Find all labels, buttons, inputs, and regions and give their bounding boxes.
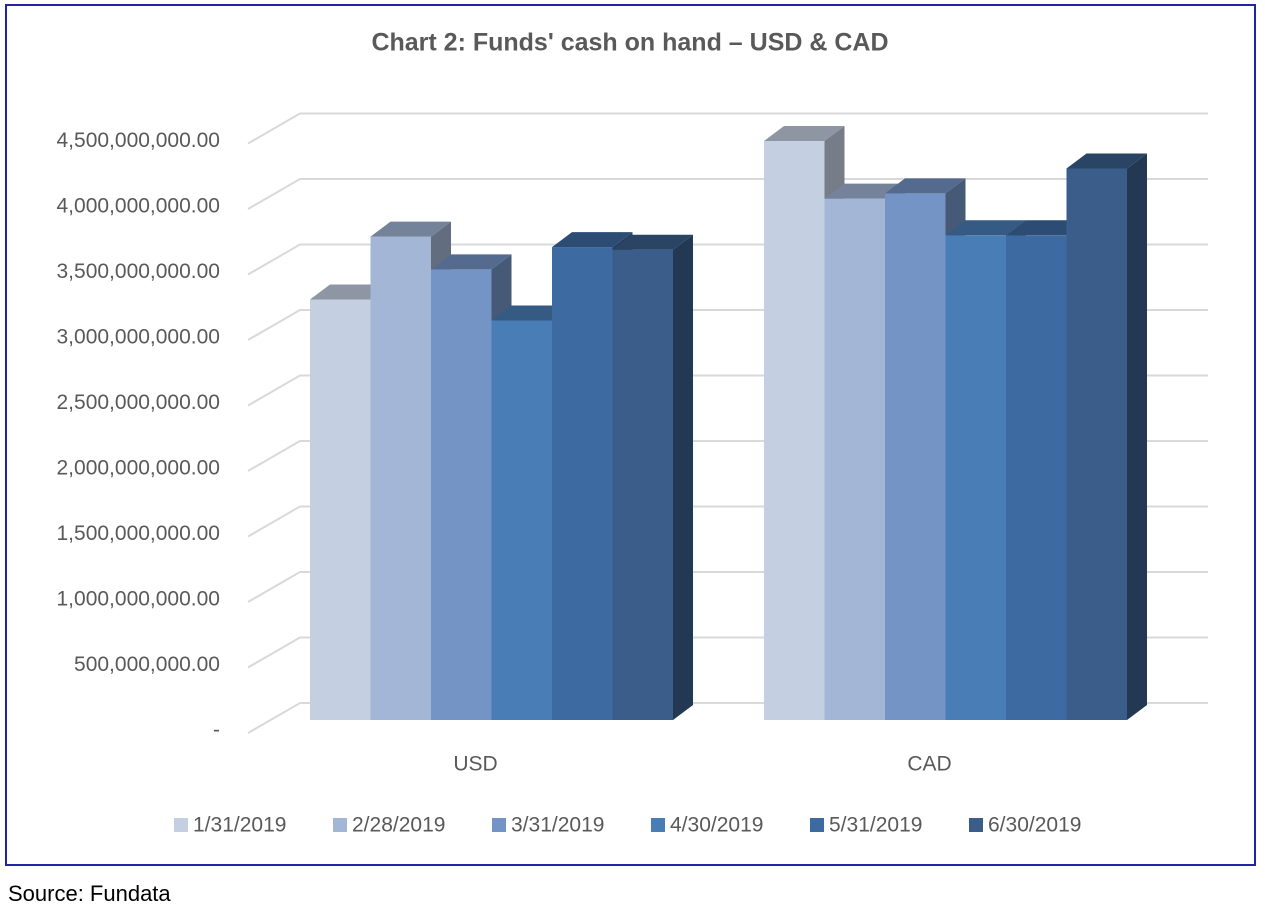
grid-line xyxy=(247,112,1208,145)
bar xyxy=(824,198,885,720)
grid-line xyxy=(247,178,1208,210)
legend-label: 3/31/2019 xyxy=(511,814,604,837)
y-tick-label: 2,500,000,000.00 xyxy=(57,391,221,414)
bar-top xyxy=(370,221,451,237)
bar xyxy=(764,140,825,721)
y-tick-label: 3,000,000,000.00 xyxy=(57,326,221,349)
chart-frame xyxy=(5,4,1256,866)
legend-label: 2/28/2019 xyxy=(352,814,445,837)
chart-title: Chart 2: Funds' cash on hand – USD & CAD xyxy=(371,29,888,57)
bar-top xyxy=(612,234,693,250)
bar-top xyxy=(885,178,966,194)
bar xyxy=(310,299,371,720)
bar-top xyxy=(491,305,572,321)
bar-side xyxy=(673,234,693,720)
bar-side xyxy=(1127,153,1147,721)
bar-top xyxy=(824,183,905,199)
bar-top xyxy=(945,220,1026,236)
bar-top xyxy=(1066,153,1147,169)
bar-top xyxy=(310,284,391,300)
x-tick-label: USD xyxy=(453,753,497,776)
legend-swatch xyxy=(969,818,983,832)
legend-label: 4/30/2019 xyxy=(670,814,763,837)
bar-top xyxy=(431,254,512,270)
legend-label: 6/30/2019 xyxy=(988,814,1081,837)
y-tick-label: 3,500,000,000.00 xyxy=(57,260,221,283)
bar-top xyxy=(1006,220,1087,236)
legend-swatch xyxy=(174,818,188,832)
bar xyxy=(370,236,431,721)
legend-swatch xyxy=(492,818,506,832)
legend-swatch xyxy=(810,818,824,832)
y-tick-label: 4,500,000,000.00 xyxy=(57,129,221,152)
bar-top xyxy=(764,125,845,141)
y-tick-label: 1,000,000,000.00 xyxy=(57,588,221,611)
y-tick-label: 4,000,000,000.00 xyxy=(57,195,221,218)
bar-top xyxy=(552,232,633,248)
bar xyxy=(431,269,492,720)
legend-label: 5/31/2019 xyxy=(829,814,922,837)
legend-swatch xyxy=(333,818,347,832)
x-tick-label: CAD xyxy=(907,753,951,776)
bar xyxy=(1066,168,1127,721)
bar xyxy=(552,247,613,720)
y-tick-label: 2,000,000,000.00 xyxy=(57,457,221,480)
bar xyxy=(491,320,552,720)
bar xyxy=(885,193,946,720)
bar xyxy=(612,249,673,720)
y-tick-label: 1,500,000,000.00 xyxy=(57,522,221,545)
y-tick-label: 500,000,000.00 xyxy=(74,653,220,676)
legend-label: 1/31/2019 xyxy=(193,814,286,837)
legend-swatch xyxy=(651,818,665,832)
source-note: Source: Fundata xyxy=(8,881,171,906)
bar xyxy=(1006,235,1067,721)
y-tick-label: - xyxy=(213,719,220,742)
bar xyxy=(945,235,1006,721)
